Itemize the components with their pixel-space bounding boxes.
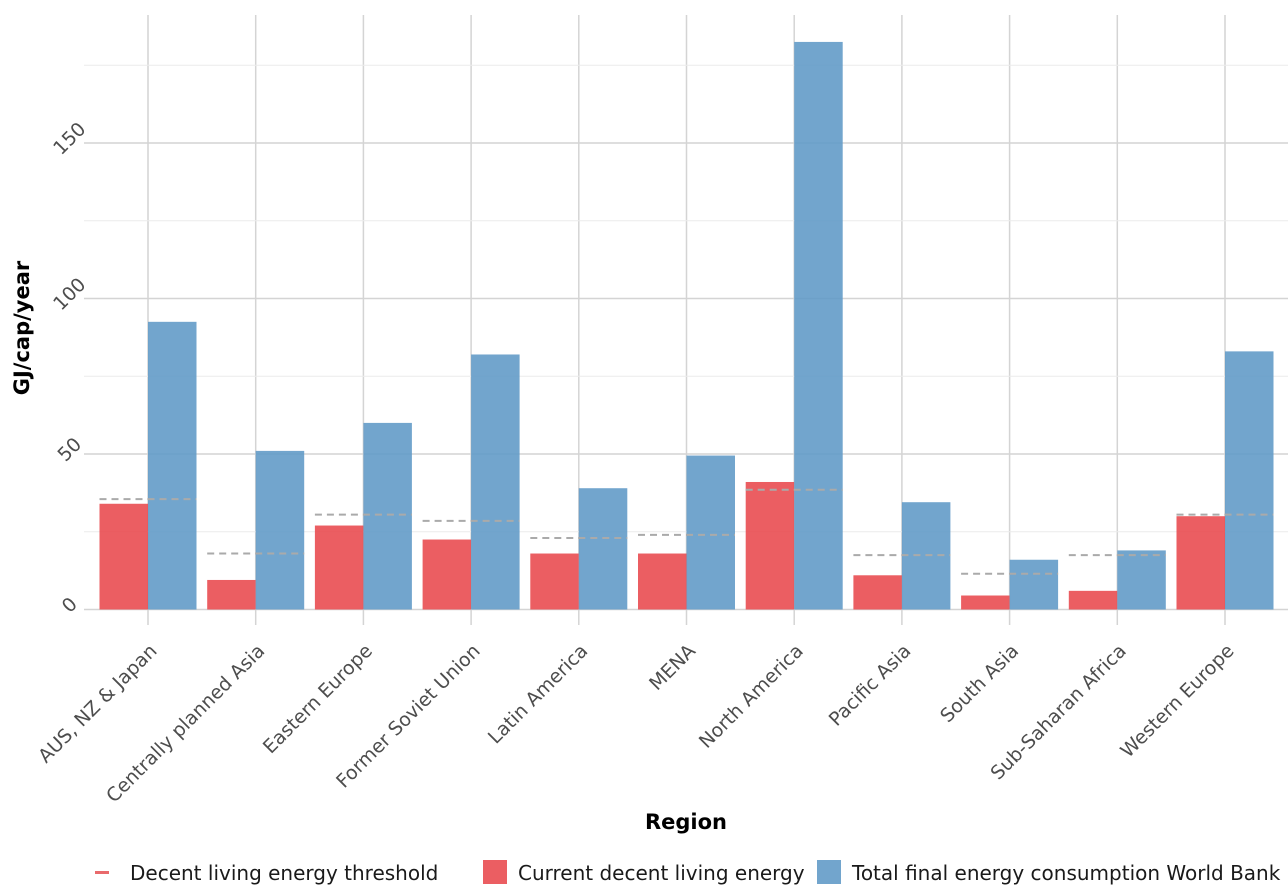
y-axis-tick-labels: 0 50 100 150 bbox=[49, 118, 90, 617]
bar-total-final-energy bbox=[148, 321, 197, 610]
x-tick-label: South Asia bbox=[936, 640, 1023, 727]
bar-total-final-energy bbox=[794, 41, 843, 610]
legend-label-threshold: Decent living energy threshold bbox=[130, 861, 438, 885]
threshold-layer bbox=[99, 488, 1274, 575]
y-tick-label: 0 bbox=[58, 593, 82, 617]
bar-total-final-energy bbox=[686, 455, 735, 610]
bar-total-final-energy bbox=[578, 488, 628, 610]
bar-total-final-energy bbox=[1009, 559, 1059, 610]
legend-key-current bbox=[483, 860, 507, 884]
y-axis-title: GJ/cap/year bbox=[10, 260, 34, 395]
x-tick-label: Pacific Asia bbox=[825, 640, 916, 731]
legend-key-threshold bbox=[95, 871, 109, 874]
bar-current-decent-living-energy bbox=[207, 579, 256, 610]
x-tick-label: Western Europe bbox=[1116, 640, 1238, 762]
bar-current-decent-living-energy bbox=[314, 525, 364, 610]
bar-current-decent-living-energy bbox=[1176, 516, 1225, 610]
legend: Decent living energy threshold Current d… bbox=[95, 860, 1281, 885]
bar-current-decent-living-energy bbox=[422, 539, 472, 610]
bar-current-decent-living-energy bbox=[853, 575, 902, 610]
bar-current-decent-living-energy bbox=[99, 503, 148, 610]
x-axis-title: Region bbox=[645, 810, 727, 834]
bar-total-final-energy bbox=[1117, 550, 1166, 610]
bar-current-decent-living-energy bbox=[1068, 590, 1118, 610]
x-tick-label: MENA bbox=[645, 640, 700, 695]
x-tick-label: Latin America bbox=[484, 640, 592, 748]
x-tick-label: North America bbox=[695, 640, 808, 753]
bar-current-decent-living-energy bbox=[961, 595, 1010, 610]
bars-layer bbox=[99, 41, 1274, 610]
bar-total-final-energy bbox=[255, 450, 305, 610]
bar-total-final-energy bbox=[363, 422, 412, 610]
bar-current-decent-living-energy bbox=[638, 553, 687, 610]
bar-total-final-energy bbox=[471, 354, 520, 610]
y-tick-label: 150 bbox=[49, 118, 90, 159]
y-tick-label: 100 bbox=[49, 274, 90, 315]
bar-current-decent-living-energy bbox=[530, 553, 579, 610]
legend-key-total bbox=[817, 860, 841, 884]
bar-current-decent-living-energy bbox=[745, 481, 795, 610]
x-tick-label: AUS, NZ & Japan bbox=[34, 640, 161, 767]
bar-total-final-energy bbox=[1225, 351, 1274, 610]
legend-label-total: Total final energy consumption World Ban… bbox=[851, 861, 1281, 885]
legend-label-current: Current decent living energy bbox=[518, 861, 805, 885]
y-tick-label: 50 bbox=[53, 433, 86, 466]
x-tick-label: Eastern Europe bbox=[259, 640, 377, 758]
